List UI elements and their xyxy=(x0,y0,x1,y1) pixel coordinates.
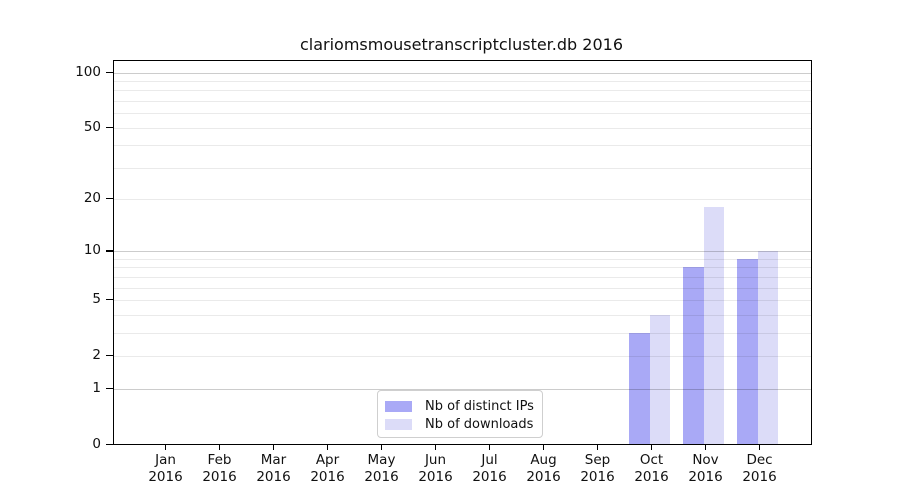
gridline-minor xyxy=(114,80,811,82)
chart-title: clariomsmousetranscriptcluster.db 2016 xyxy=(299,35,623,54)
bar-downloads xyxy=(649,314,670,444)
y-axis-tick-label: 10 xyxy=(83,242,101,259)
y-tick-mark xyxy=(106,354,113,357)
plot-area xyxy=(113,60,812,445)
y-tick-mark xyxy=(106,443,113,445)
x-tick-mark xyxy=(164,444,167,450)
y-axis-tick-label: 100 xyxy=(75,63,101,80)
x-axis-tick-label: Dec 2016 xyxy=(742,451,777,485)
y-tick-mark xyxy=(106,126,113,128)
y-tick-mark xyxy=(106,387,113,389)
x-tick-mark xyxy=(596,444,599,450)
x-axis-tick-label: Sep 2016 xyxy=(580,451,615,485)
x-axis-tick-label: Feb 2016 xyxy=(202,451,237,485)
x-tick-mark xyxy=(380,444,383,450)
bar-distinct-ips xyxy=(683,267,704,444)
x-tick-mark xyxy=(704,444,707,450)
x-axis-tick-label: Apr 2016 xyxy=(310,451,345,485)
bar-downloads xyxy=(757,251,778,444)
x-axis-tick-label: Oct 2016 xyxy=(634,451,669,485)
gridline-minor xyxy=(114,113,811,115)
y-axis-tick-label: 50 xyxy=(83,118,101,135)
gridline-minor xyxy=(114,258,811,260)
gridline-minor xyxy=(114,100,811,102)
gridline-minor xyxy=(114,145,811,147)
x-axis-tick-label: Aug 2016 xyxy=(526,451,561,485)
gridline-minor xyxy=(114,276,811,278)
x-tick-mark xyxy=(434,444,437,450)
gridline-major xyxy=(114,388,811,390)
gridline-minor xyxy=(114,267,811,269)
gridline-major xyxy=(114,251,811,253)
gridline-minor xyxy=(114,167,811,169)
y-tick-mark xyxy=(106,250,113,252)
y-tick-mark xyxy=(106,198,113,200)
bar-distinct-ips xyxy=(629,332,650,444)
x-tick-mark xyxy=(650,444,653,450)
x-tick-mark xyxy=(488,444,491,450)
y-axis-tick-label: 1 xyxy=(92,379,101,396)
gridline-major xyxy=(114,72,811,74)
y-axis-tick-label: 0 xyxy=(92,435,101,452)
gridline-minor xyxy=(114,90,811,92)
x-axis-tick-label: Mar 2016 xyxy=(256,451,291,485)
x-axis-tick-label: Jul 2016 xyxy=(472,451,507,485)
gridline-minor xyxy=(114,355,811,357)
legend-item: Nb of distinct IPs xyxy=(385,397,542,415)
x-tick-mark xyxy=(326,444,329,450)
legend-label: Nb of distinct IPs xyxy=(425,398,534,414)
gridline-minor xyxy=(114,287,811,289)
bar-downloads xyxy=(703,207,724,444)
legend-swatch xyxy=(385,418,412,430)
x-tick-mark xyxy=(272,444,275,450)
y-axis-tick-label: 2 xyxy=(92,346,101,363)
y-tick-mark xyxy=(106,299,113,301)
x-axis-tick-label: Jan 2016 xyxy=(148,451,183,485)
legend-swatch xyxy=(385,400,412,412)
x-tick-mark xyxy=(218,444,221,450)
y-axis-tick-label: 5 xyxy=(92,291,101,308)
gridline-minor xyxy=(114,332,811,334)
x-axis-tick-label: Jun 2016 xyxy=(418,451,453,485)
y-tick-mark xyxy=(106,71,113,73)
x-tick-mark xyxy=(758,444,761,450)
gridline-minor xyxy=(114,199,811,201)
x-axis-tick-label: Nov 2016 xyxy=(688,451,723,485)
legend-label: Nb of downloads xyxy=(425,416,534,432)
x-tick-mark xyxy=(542,444,545,450)
gridline-minor xyxy=(114,314,811,316)
legend: Nb of distinct IPs Nb of downloads xyxy=(377,390,543,438)
bar-distinct-ips xyxy=(737,258,758,444)
x-axis-tick-label: May 2016 xyxy=(364,451,399,485)
gridline-minor xyxy=(114,127,811,129)
legend-item: Nb of downloads xyxy=(385,415,542,433)
y-axis-tick-label: 20 xyxy=(83,190,101,207)
gridline-minor xyxy=(114,300,811,302)
